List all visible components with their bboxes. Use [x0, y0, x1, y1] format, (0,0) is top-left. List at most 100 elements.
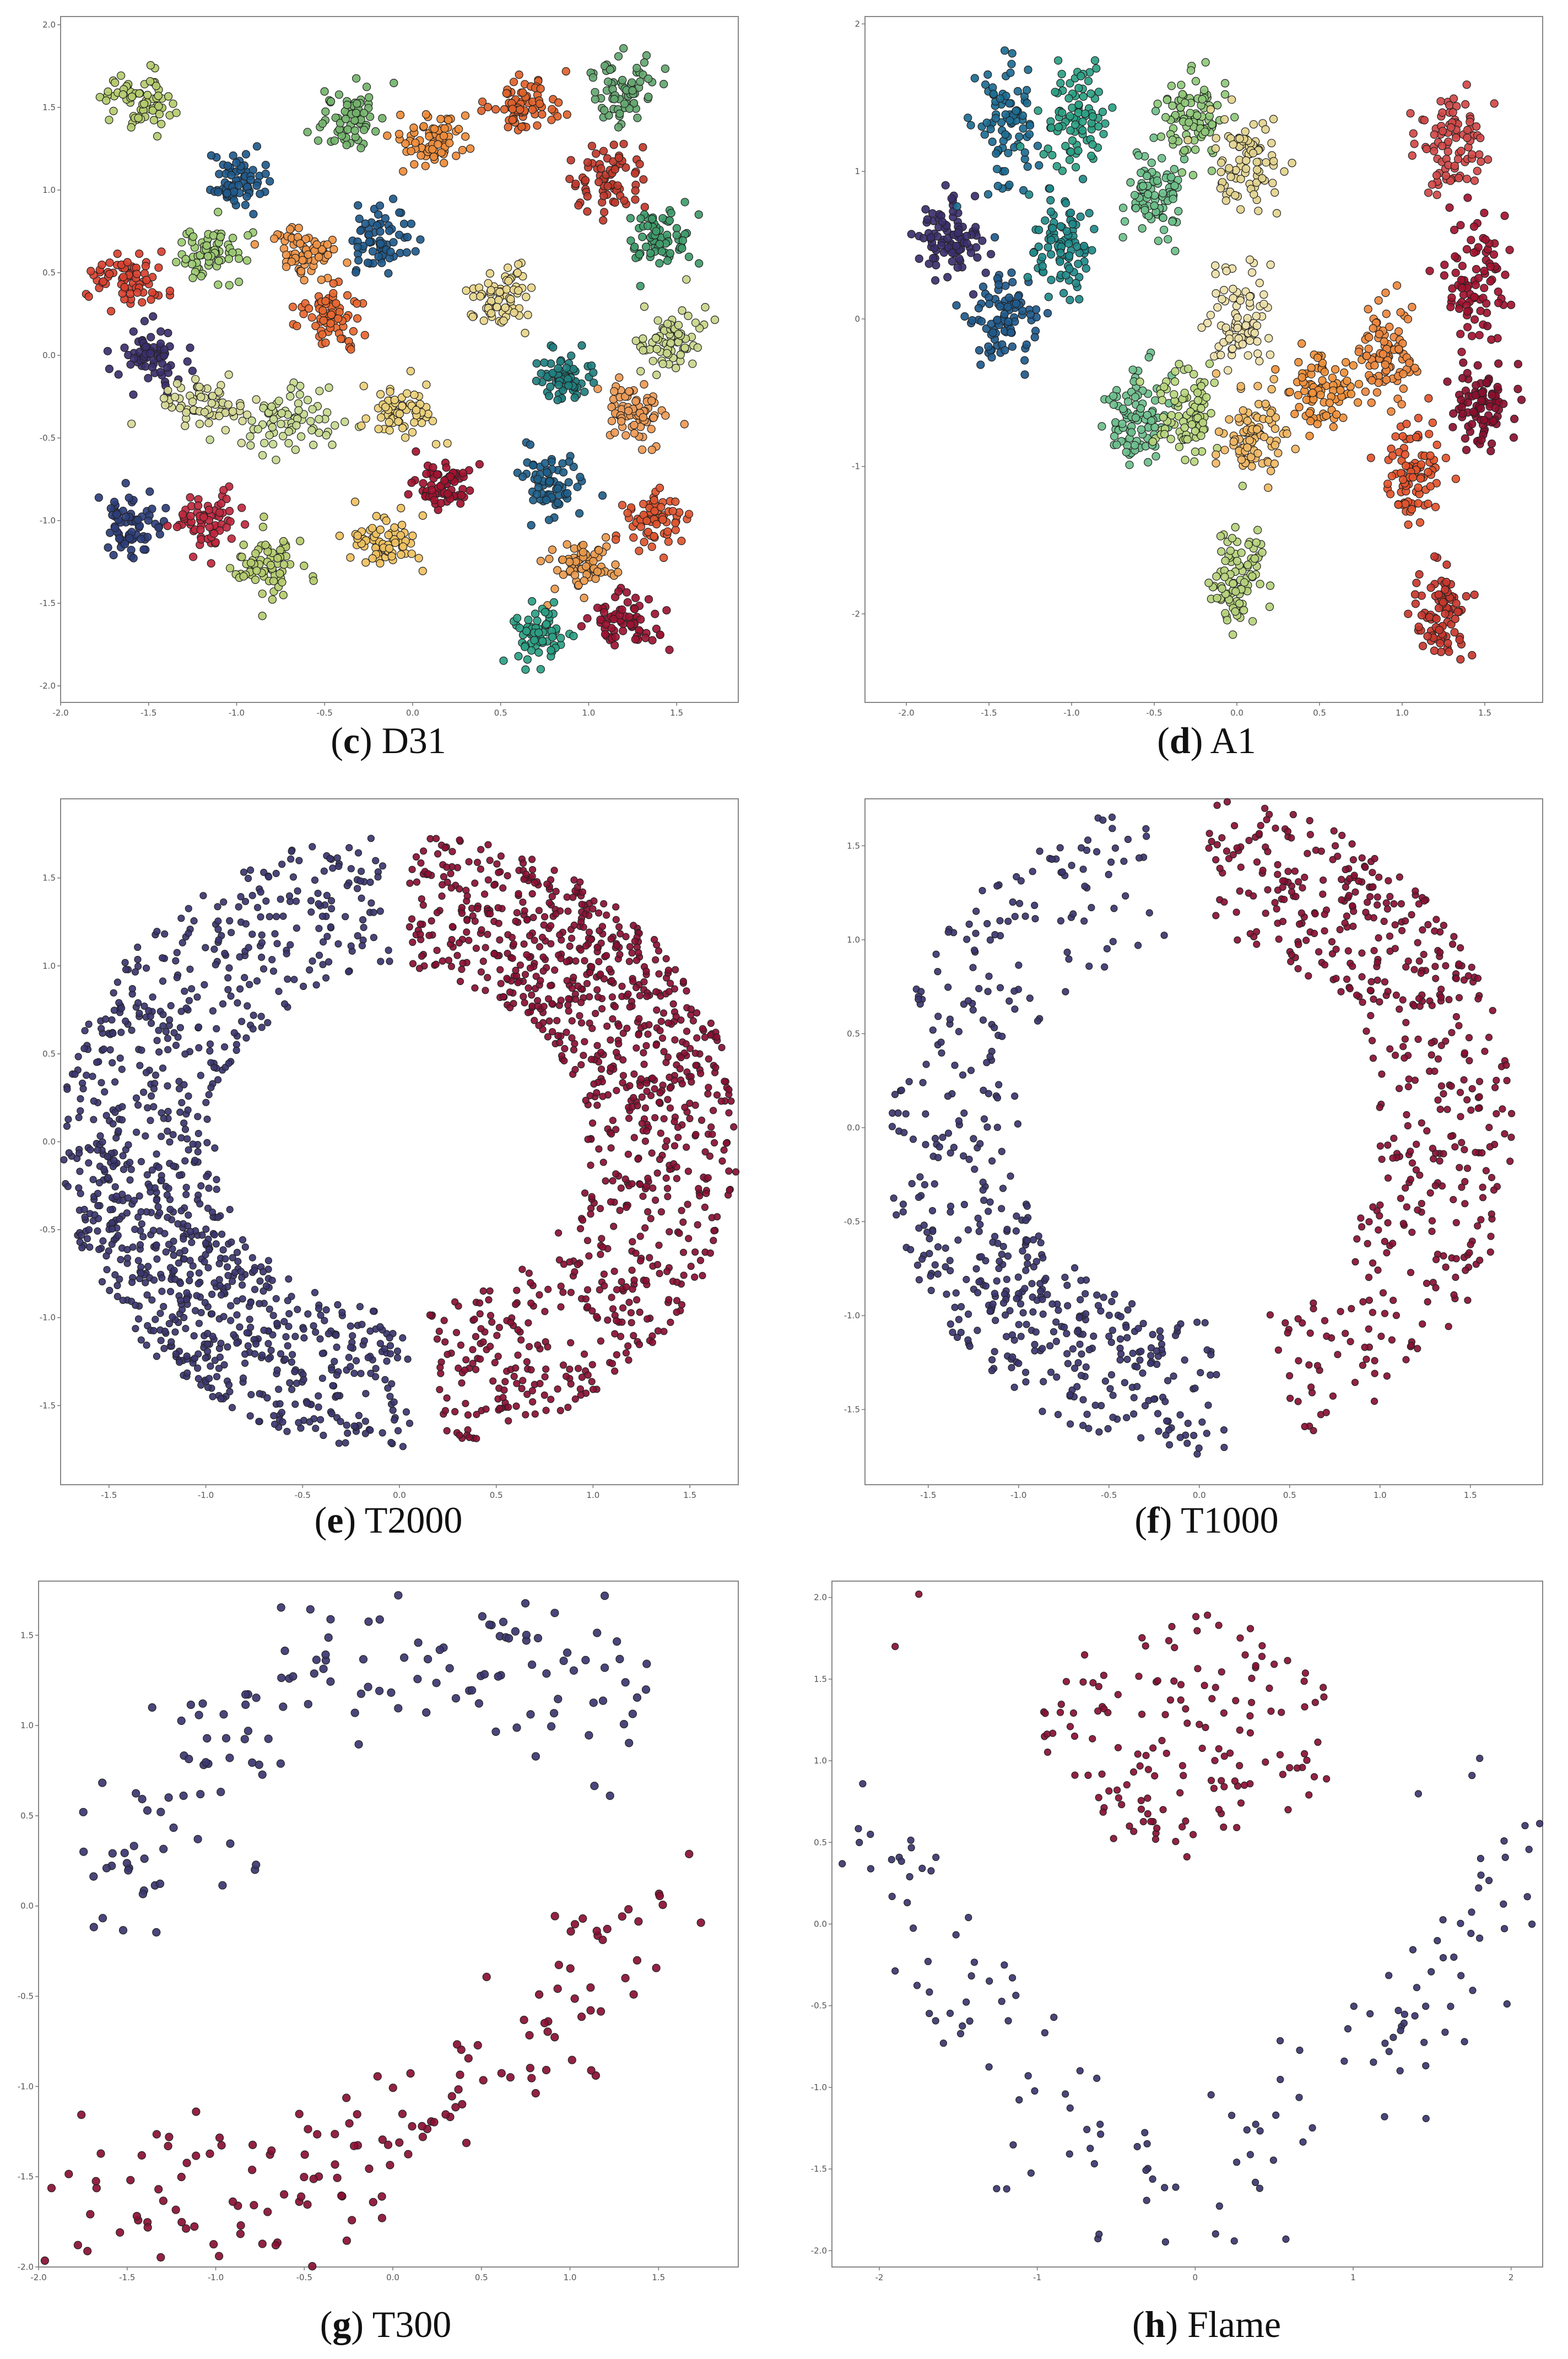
data-point — [1159, 225, 1169, 234]
data-point — [376, 559, 385, 568]
data-point — [1170, 377, 1180, 386]
data-point — [227, 1302, 235, 1310]
data-point — [147, 295, 155, 304]
data-point — [1343, 376, 1351, 385]
data-point — [1131, 441, 1139, 450]
data-point — [327, 897, 336, 905]
data-point — [110, 1156, 118, 1164]
data-point — [1493, 382, 1502, 392]
data-point — [221, 426, 230, 435]
data-point — [652, 520, 661, 529]
data-point — [355, 214, 364, 223]
data-point — [401, 139, 410, 148]
data-point — [256, 1277, 264, 1285]
data-point — [311, 1289, 319, 1296]
data-point — [1339, 413, 1348, 423]
data-point — [218, 1230, 226, 1238]
data-point — [143, 1291, 151, 1299]
data-point — [1452, 599, 1461, 608]
data-point — [1214, 427, 1224, 436]
data-point — [315, 900, 322, 908]
data-point — [533, 616, 542, 625]
data-point — [291, 1368, 299, 1376]
data-point — [293, 322, 301, 331]
data-point — [271, 1420, 279, 1428]
data-point — [483, 102, 493, 111]
data-point — [440, 476, 449, 485]
data-point — [213, 1186, 220, 1193]
data-point — [1180, 146, 1189, 155]
data-point — [164, 328, 172, 338]
data-point — [622, 588, 631, 597]
data-point — [418, 511, 428, 520]
data-point — [343, 291, 352, 300]
data-point — [630, 604, 639, 614]
data-point — [1437, 142, 1447, 150]
data-point — [639, 346, 647, 355]
data-point — [1480, 267, 1489, 275]
data-point — [326, 97, 336, 106]
data-point — [347, 345, 355, 354]
data-point — [554, 381, 563, 389]
data-point — [407, 549, 416, 558]
data-point — [319, 938, 327, 946]
data-point — [141, 342, 150, 351]
data-point — [1064, 239, 1073, 248]
data-point — [285, 1275, 293, 1283]
data-point — [247, 416, 256, 425]
data-point — [239, 1281, 246, 1289]
data-point — [375, 201, 385, 210]
data-point — [1219, 286, 1229, 295]
data-point — [1166, 435, 1175, 443]
data-point — [234, 999, 241, 1007]
data-point — [593, 567, 602, 576]
data-point — [252, 181, 261, 190]
data-point — [269, 967, 278, 975]
data-point — [1486, 447, 1495, 456]
data-point — [312, 1425, 320, 1432]
data-point — [353, 242, 362, 252]
y-tick-label: -0.5 — [40, 1225, 56, 1235]
data-point — [1342, 358, 1350, 367]
data-point — [1462, 446, 1471, 455]
data-point — [1422, 144, 1431, 154]
data-point — [368, 554, 377, 563]
data-point — [338, 1308, 346, 1316]
data-point — [148, 1296, 156, 1304]
data-point — [1243, 416, 1252, 425]
data-point — [1177, 80, 1186, 89]
data-point — [915, 255, 923, 263]
data-point — [408, 531, 417, 540]
data-point — [257, 888, 264, 896]
data-point — [1088, 140, 1097, 149]
data-point — [153, 132, 162, 140]
data-point — [1473, 361, 1482, 370]
data-point — [360, 331, 369, 339]
data-point — [1407, 505, 1416, 514]
y-tick-label: -2.0 — [40, 681, 56, 691]
data-point — [1361, 387, 1370, 396]
data-point — [631, 336, 640, 345]
data-point — [233, 1248, 241, 1256]
data-point — [1225, 334, 1234, 343]
data-point — [1065, 251, 1074, 260]
data-point — [197, 1072, 204, 1079]
data-point — [180, 1255, 188, 1263]
x-tick-label: -1.0 — [229, 708, 245, 718]
data-point — [419, 479, 428, 488]
data-point — [63, 1122, 71, 1130]
data-point — [353, 531, 362, 540]
data-point — [363, 258, 372, 267]
data-point — [128, 985, 136, 993]
data-point — [251, 1267, 258, 1274]
data-point — [119, 273, 128, 282]
data-point — [501, 303, 510, 312]
data-point — [136, 1241, 144, 1249]
data-point — [188, 1238, 196, 1246]
data-point — [1482, 299, 1491, 308]
data-point — [1417, 611, 1426, 620]
data-point — [672, 364, 680, 372]
data-point — [233, 1311, 241, 1319]
data-point — [1483, 155, 1493, 164]
data-point — [651, 609, 659, 619]
